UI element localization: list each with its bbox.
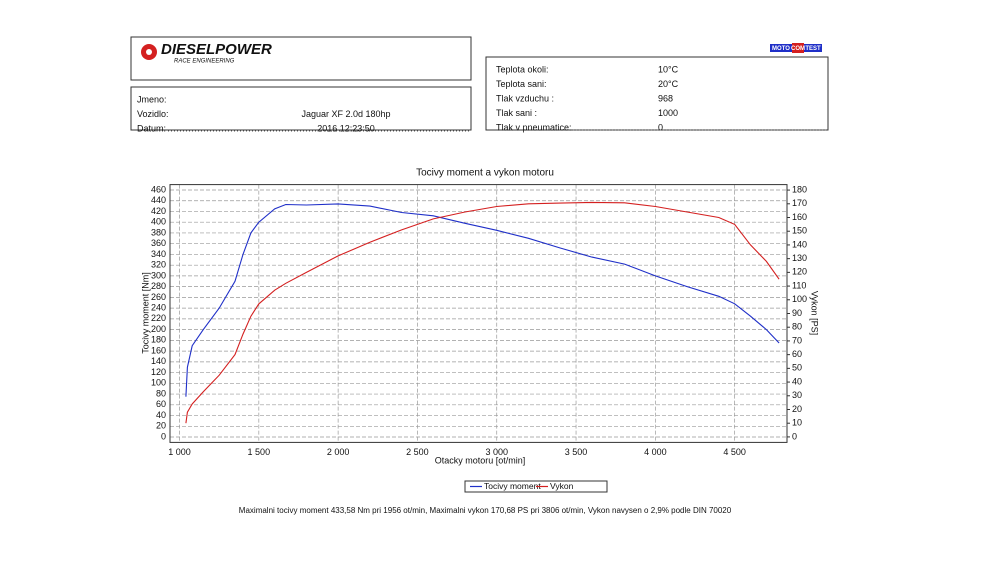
y-tick-label: 280 [151,281,166,291]
chart-title: Tocivy moment a vykon motoru [416,168,554,179]
field-label: Jmeno: [137,94,167,104]
field-label: Tlak vzduchu : [496,93,554,103]
y2-tick-label: 130 [792,253,807,263]
field-value: 968 [658,93,673,103]
x-tick-label: 1 500 [248,447,271,457]
field-value: 20°C [658,79,679,89]
legend [464,480,608,493]
y-tick-label: 120 [151,367,166,377]
y2-tick-label: 80 [792,322,802,332]
y-tick-label: 0 [161,431,166,441]
y2-tick-label: 170 [792,198,807,208]
y-tick-label: 200 [151,324,166,334]
plot-frame [169,184,788,443]
field-value: 2016 12:23:50 [317,123,375,133]
y-tick-label: 340 [151,249,166,259]
x-tick-label: 2 500 [406,447,429,457]
badge-text: COM [791,46,805,52]
x-tick-label: 3 500 [565,447,588,457]
field-label: Tlak v pneumatice: [496,122,572,132]
y-tick-label: 160 [151,345,166,355]
y2-tick-label: 60 [792,349,802,359]
y2-tick-label: 180 [792,184,807,194]
x-axis-label: Otacky motoru [ot/min] [435,455,526,465]
field-value: 0 [658,122,663,132]
field-value: 1000 [658,108,678,118]
series-line [185,203,780,397]
y-tick-label: 20 [156,421,166,431]
y-tick-label: 180 [151,335,166,345]
legend-label: Tocivy moment [484,481,541,491]
y2-tick-label: 90 [792,308,802,318]
y-tick-label: 460 [151,184,166,194]
y2-tick-label: 100 [792,294,807,304]
y-tick-label: 360 [151,238,166,248]
badge-part [804,44,822,52]
y-tick-label: 320 [151,260,166,270]
field-label: Datum: [137,123,166,133]
logo-sub: RACE ENGINEERING [174,59,235,65]
y2-tick-label: 70 [792,335,802,345]
badge-part [770,44,792,52]
y2-tick-label: 50 [792,363,802,373]
y-tick-label: 100 [151,378,166,388]
y-tick-label: 240 [151,303,166,313]
y2-tick-label: 120 [792,267,807,277]
y-tick-label: 380 [151,227,166,237]
legend-label: Vykon [550,481,574,491]
logo-box [130,36,472,81]
y-tick-label: 400 [151,217,166,227]
badge-part [792,43,804,53]
y2-tick-label: 140 [792,239,807,249]
field-label: Tlak sani : [496,108,537,118]
field-label: Teplota sani: [496,79,547,89]
x-tick-label: 3 000 [485,447,508,457]
y-tick-label: 420 [151,206,166,216]
series-line [185,201,780,424]
y2-axis-label: Vykon [PS] [810,291,820,335]
y-tick-label: 80 [156,388,166,398]
field-label: Vozidlo: [137,109,169,119]
y2-tick-label: 30 [792,390,802,400]
y2-tick-label: 150 [792,226,807,236]
x-tick-label: 4 000 [644,447,667,457]
badge-text: TEST [805,46,821,52]
y-axis-label: Tocivy moment [Nm] [140,272,150,354]
y-tick-label: 60 [156,399,166,409]
logo-icon-hole [146,49,152,55]
y2-tick-label: 40 [792,376,802,386]
field-label: Teplota okoli: [496,64,549,74]
y-tick-label: 220 [151,313,166,323]
field-value: 10°C [658,64,679,74]
y2-tick-label: 160 [792,212,807,222]
x-tick-label: 1 000 [168,447,191,457]
y2-tick-label: 20 [792,404,802,414]
x-tick-label: 4 500 [723,447,746,457]
y-tick-label: 260 [151,292,166,302]
y2-tick-label: 0 [792,431,797,441]
badge-text: MOTO [772,46,790,52]
footnote: Maximalni tocivy moment 433,58 Nm pri 19… [239,506,732,515]
y-tick-label: 40 [156,410,166,420]
x-tick-label: 2 000 [327,447,350,457]
logo-text: DIESELPOWER [161,41,272,58]
vehicle-box [130,86,472,131]
y-tick-label: 140 [151,356,166,366]
field-value: Jaguar XF 2.0d 180hp [301,109,390,119]
y-tick-label: 300 [151,270,166,280]
y2-tick-label: 110 [792,280,806,290]
y2-tick-label: 10 [792,418,802,428]
y-tick-label: 440 [151,195,166,205]
